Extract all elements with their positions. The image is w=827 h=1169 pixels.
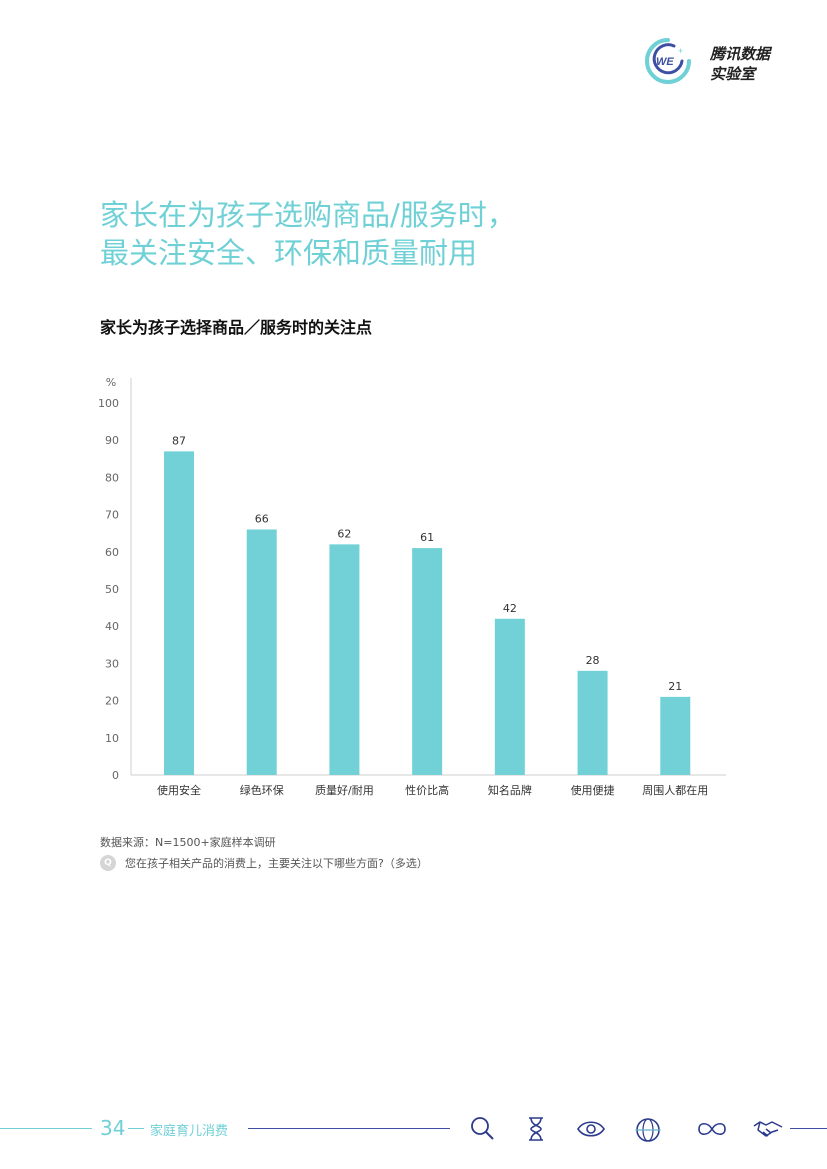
bar: [164, 451, 194, 775]
brand-line2: 实验室: [710, 65, 756, 83]
y-tick-label: 10: [105, 732, 119, 745]
x-category-label: 质量好/耐用: [315, 783, 374, 797]
y-tick-label: 50: [105, 583, 119, 596]
brand-name: 腾讯数据 实验室: [710, 44, 770, 84]
question-text: 您在孩子相关产品的消费上，主要关注以下哪些方面?（多选）: [125, 857, 428, 870]
brand-line1: 腾讯数据: [710, 45, 771, 63]
svg-text:+: +: [678, 46, 683, 56]
x-category-label: 周围人都在用: [642, 784, 708, 797]
bar: [660, 696, 691, 775]
y-tick-label: 80: [105, 471, 119, 484]
y-tick-label: 70: [105, 509, 119, 522]
page-footer: 34 家庭育儿消费: [0, 1110, 827, 1150]
y-tick-label: 90: [105, 434, 119, 447]
question-badge: Q: [100, 855, 116, 871]
y-tick-label: 20: [105, 695, 119, 708]
y-tick-label: 60: [105, 546, 119, 559]
headline-line1: 家长在为孩子选购商品/服务时，: [100, 198, 516, 232]
bar-value-label: 28: [586, 654, 600, 667]
footer-section-label: 家庭育儿消费: [150, 1124, 229, 1139]
search-icon: [471, 1117, 494, 1140]
brand-logo: WE + 腾讯数据 实验室: [642, 34, 782, 90]
x-category-label: 使用便捷: [571, 783, 615, 797]
eye-icon: [577, 1121, 605, 1137]
footer-line-end: [790, 1128, 827, 1129]
hourglass-icon: [529, 1117, 543, 1141]
y-tick-label: 100: [98, 397, 119, 410]
page-number: 34: [100, 1116, 126, 1140]
bar: [494, 618, 525, 775]
handshake-icon: [753, 1121, 783, 1137]
footer-dash: [128, 1128, 144, 1129]
bar-value-label: 66: [255, 512, 269, 525]
y-tick-label: 0: [112, 769, 119, 782]
logo-badge-text: WE: [656, 56, 674, 68]
bar-value-label: 42: [503, 602, 517, 615]
chart-title: 家长为孩子选择商品／服务时的关注点: [100, 318, 373, 337]
y-tick-label: 40: [105, 620, 119, 633]
bar-value-label: 62: [337, 527, 351, 540]
x-category-label: 使用安全: [157, 783, 201, 797]
bar-value-label: 61: [420, 531, 434, 544]
bar-value-label: 87: [172, 434, 186, 447]
infinity-icon: [698, 1122, 726, 1136]
survey-question: Q 您在孩子相关产品的消费上，主要关注以下哪些方面?（多选）: [100, 855, 428, 871]
bar: [329, 544, 360, 775]
y-axis-unit: %: [106, 376, 116, 389]
footer-line-left: [0, 1128, 92, 1129]
x-category-label: 知名品牌: [488, 783, 532, 797]
data-source: 数据来源：N=1500+家庭样本调研: [100, 836, 276, 849]
x-category-label: 绿色环保: [240, 783, 284, 797]
bar-value-label: 21: [668, 680, 682, 693]
bar-chart: % 0 10 20 30 40 50 60 70 80 90 100 87 使用安全 66 绿色环保 62 质量好…: [98, 376, 726, 797]
bar: [577, 670, 608, 775]
bar: [412, 548, 443, 775]
globe-icon: [635, 1118, 661, 1142]
headline-line2: 最关注安全、环保和质量耐用: [100, 236, 478, 270]
page-headline: 家长在为孩子选购商品/服务时， 最关注安全、环保和质量耐用: [100, 196, 516, 272]
footer-line-right: [248, 1128, 450, 1129]
y-tick-label: 30: [105, 657, 119, 670]
bar: [246, 529, 277, 775]
x-category-label: 性价比高: [405, 783, 449, 797]
we-logo-icon: WE +: [645, 38, 691, 84]
